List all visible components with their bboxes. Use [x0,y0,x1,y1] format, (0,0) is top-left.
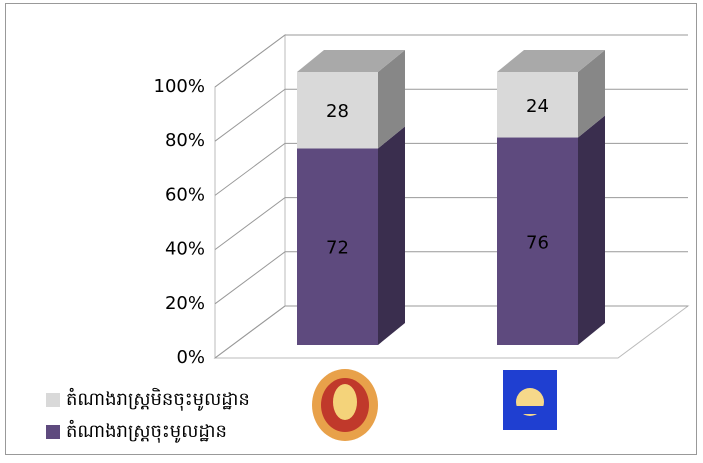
data-label: 76 [526,232,549,253]
legend-swatch [46,425,60,439]
logo-1 [312,369,378,441]
bar-front [497,137,578,345]
bar-top [497,50,605,72]
y-tick-label: 80% [165,130,205,151]
data-label: 72 [326,238,349,259]
bar-top [297,50,405,72]
grid-line [214,34,688,88]
y-tick-label: 20% [165,293,205,314]
bar-front [297,148,378,345]
bar-side [378,50,405,149]
y-tick-label: 60% [165,184,205,205]
data-label: 24 [526,96,549,117]
bar-side [578,50,605,138]
y-tick-label: 0% [176,347,205,368]
legend-label: តំណាងរាស្ត្រចុះមូលដ្ឋាន [66,419,227,443]
bar-side [578,115,605,346]
bar-front [297,72,378,149]
data-label: 28 [326,101,349,122]
bar-front [497,72,578,138]
legend-label: តំណាងរាស្ត្រមិនចុះមូលដ្ឋាន [66,387,250,411]
y-tick-label: 100% [154,76,205,97]
logo-2 [503,370,557,430]
bar-side [378,126,405,345]
legend-swatch [46,393,60,407]
y-tick-label: 40% [165,239,205,260]
